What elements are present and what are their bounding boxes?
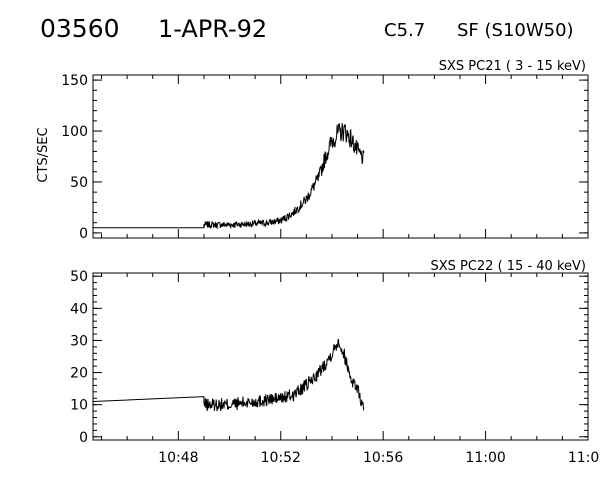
flare-location: SF (S10W50) — [457, 20, 574, 41]
x-tick-label: 11:04 — [568, 450, 600, 466]
event-date: 1-APR-92 — [158, 15, 268, 43]
y-tick-label: 40 — [70, 301, 88, 317]
panel-title: SXS PC22 ( 15 - 40 keV) — [430, 259, 586, 274]
y-tick-label: 100 — [61, 124, 88, 140]
flare-class: C5.7 — [384, 20, 426, 41]
plot-frame — [92, 272, 589, 441]
series-line — [92, 338, 365, 412]
x-tick-label: 10:48 — [158, 450, 198, 466]
y-tick-label: 50 — [70, 175, 88, 191]
y-axis-label: CTS/SEC — [36, 127, 51, 182]
y-tick-label: 0 — [79, 430, 88, 446]
y-tick-label: 50 — [70, 269, 88, 285]
x-tick-label: 11:00 — [465, 450, 505, 466]
y-tick-label: 150 — [61, 73, 88, 89]
y-tick-label: 30 — [70, 333, 88, 349]
y-tick-label: 10 — [70, 398, 88, 414]
plot-panel-2: SXS PC22 ( 15 - 40 keV) 0 10 20 30 40 50 10:48 1… — [70, 259, 600, 466]
y-tick-label: 0 — [79, 226, 88, 242]
panel-title: SXS PC21 ( 3 - 15 keV) — [439, 59, 586, 74]
y-tick-label: 20 — [70, 366, 88, 382]
series-line — [93, 122, 365, 230]
x-tick-label: 10:56 — [363, 450, 403, 466]
plot-panel-1: SXS PC21 ( 3 - 15 keV) CTS/SEC 0 50 100 150 — [36, 59, 589, 242]
event-id: 03560 — [40, 14, 120, 43]
x-tick-label: 10:52 — [261, 450, 301, 466]
plot-frame — [92, 74, 589, 239]
